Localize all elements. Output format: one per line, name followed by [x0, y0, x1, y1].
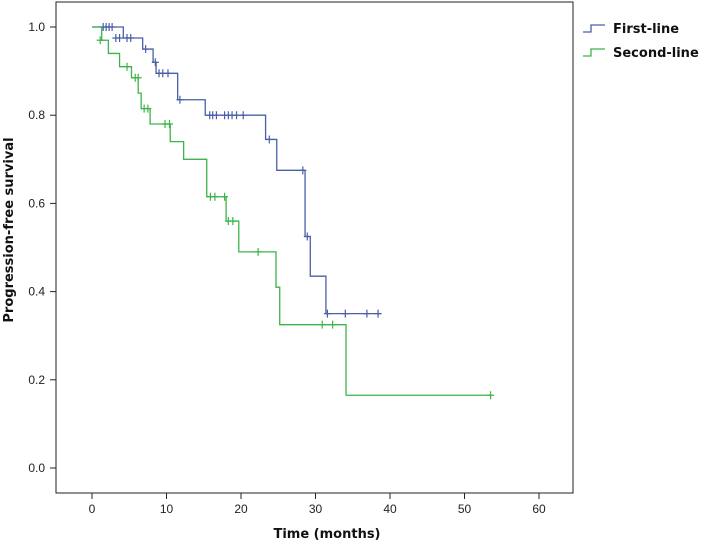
censor-mark — [116, 34, 124, 43]
y-tick-label: 1.0 — [28, 20, 45, 34]
legend-label: First-line — [613, 22, 679, 37]
censor-mark — [265, 135, 273, 144]
censor-mark — [211, 192, 219, 201]
legend-item: First-line — [583, 22, 679, 37]
censor-mark — [212, 111, 220, 120]
censor-mark — [323, 309, 331, 318]
legend-item: Second-line — [583, 46, 699, 61]
plot-frame — [55, 1, 574, 494]
survival-step-line — [92, 26, 382, 315]
y-tick-label: 0.6 — [28, 196, 45, 210]
censor-mark — [221, 192, 229, 201]
series-second-line — [92, 26, 495, 400]
x-tick-label: 40 — [383, 502, 397, 516]
censor-mark — [363, 309, 371, 318]
x-tick-label: 60 — [532, 502, 546, 516]
censor-mark — [123, 62, 131, 71]
censor-mark — [151, 58, 159, 67]
censor-mark — [341, 309, 349, 318]
survival-step-line — [92, 26, 491, 396]
y-tick-label: 0.0 — [28, 461, 45, 475]
series-first-line — [92, 23, 382, 318]
x-tick-label: 20 — [234, 502, 248, 516]
y-tick-label: 0.8 — [28, 108, 45, 122]
censor-mark — [233, 111, 241, 120]
censor-mark — [96, 36, 104, 45]
censor-mark — [142, 45, 150, 54]
censor-mark — [164, 69, 172, 78]
censor-mark — [127, 34, 135, 43]
legend-swatch — [583, 48, 605, 57]
legend: First-line Second-line — [583, 22, 699, 61]
x-tick-label: 10 — [160, 502, 174, 516]
censor-mark — [134, 73, 142, 82]
censor-mark — [254, 247, 262, 256]
censor-mark — [165, 120, 173, 129]
censor-mark — [299, 166, 307, 175]
x-tick-label: 50 — [458, 502, 472, 516]
censor-mark — [144, 104, 152, 113]
y-axis: 0.0 0.2 0.4 0.6 0.8 1.0 — [28, 20, 56, 475]
x-tick-label: 0 — [89, 502, 96, 516]
censor-mark — [303, 232, 311, 241]
censor-mark — [108, 23, 116, 31]
censor-mark — [239, 111, 247, 120]
censor-mark — [176, 95, 184, 104]
censor-mark — [318, 320, 326, 329]
legend-swatch — [583, 24, 605, 33]
x-axis: 0 10 20 30 40 50 60 — [89, 493, 546, 516]
legend-label: Second-line — [613, 46, 699, 61]
y-tick-label: 0.2 — [28, 373, 45, 387]
censor-mark — [487, 391, 495, 400]
censor-mark — [229, 217, 237, 226]
y-tick-label: 0.4 — [28, 285, 45, 299]
y-axis-title: Progression-free survival — [2, 137, 17, 322]
x-axis-title: Time (months) — [273, 527, 380, 542]
series-layer — [92, 23, 495, 400]
censor-mark — [374, 309, 382, 318]
x-tick-label: 30 — [309, 502, 323, 516]
censor-mark — [329, 320, 337, 329]
